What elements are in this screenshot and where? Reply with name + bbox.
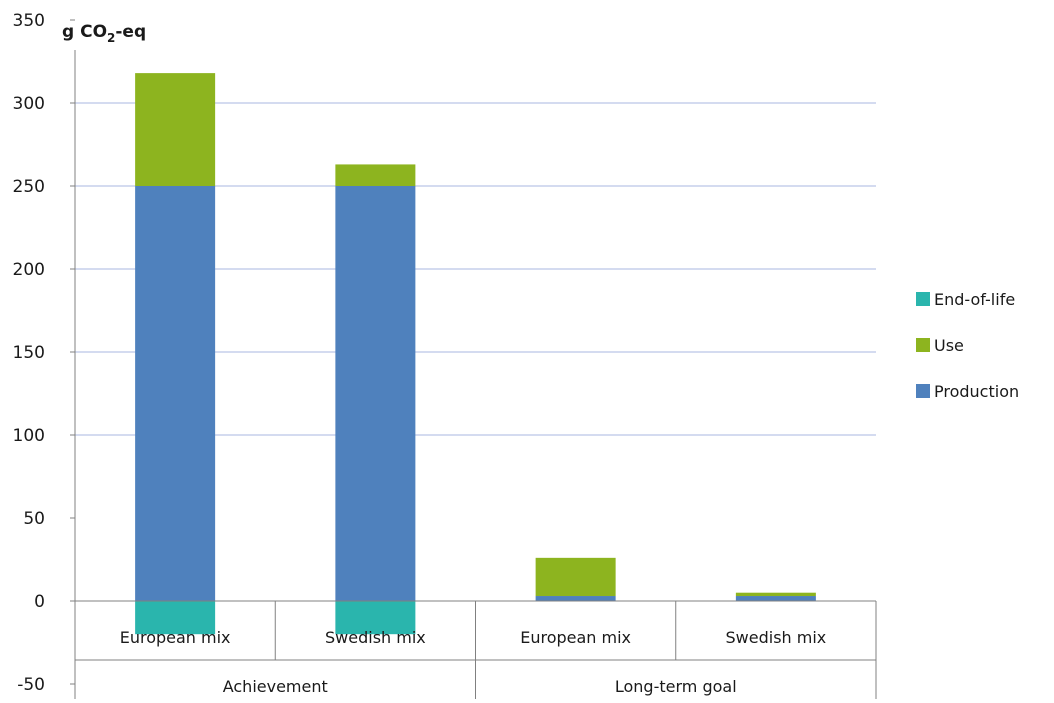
category-label: Swedish mix xyxy=(325,628,426,647)
legend-swatch xyxy=(916,384,930,398)
bar-production-0 xyxy=(135,186,216,601)
bar-production-1 xyxy=(335,186,416,601)
legend-label: End-of-life xyxy=(934,290,1015,309)
bar-use-0 xyxy=(135,73,216,186)
legend-swatch xyxy=(916,292,930,306)
y-tick-label: 50 xyxy=(23,509,45,529)
legend-label: Use xyxy=(934,336,964,355)
y-tick-label: 100 xyxy=(13,426,45,446)
category-label: Swedish mix xyxy=(726,628,827,647)
bar-production-2 xyxy=(535,596,616,601)
category-label: European mix xyxy=(520,628,631,647)
legend-label: Production xyxy=(934,382,1019,401)
y-tick-label: 200 xyxy=(13,260,45,280)
y-tick-label: 150 xyxy=(13,343,45,363)
legend-swatch xyxy=(916,338,930,352)
bar-production-3 xyxy=(735,596,816,601)
y-tick-label: 350 xyxy=(13,11,45,31)
y-tick-label: 0 xyxy=(34,592,45,612)
bar-end-of-life-1 xyxy=(335,601,416,635)
y-axis-unit-label: g CO2-eq xyxy=(62,22,146,45)
group-label: Achievement xyxy=(223,677,328,696)
bar-use-3 xyxy=(735,592,816,597)
bar-use-2 xyxy=(535,557,616,597)
y-tick-label: 300 xyxy=(13,94,45,114)
category-label: European mix xyxy=(120,628,231,647)
bar-end-of-life-0 xyxy=(135,601,216,635)
y-tick-label: 250 xyxy=(13,177,45,197)
y-tick-label: -50 xyxy=(17,675,45,695)
group-label: Long-term goal xyxy=(615,677,737,696)
bar-use-1 xyxy=(335,164,416,186)
